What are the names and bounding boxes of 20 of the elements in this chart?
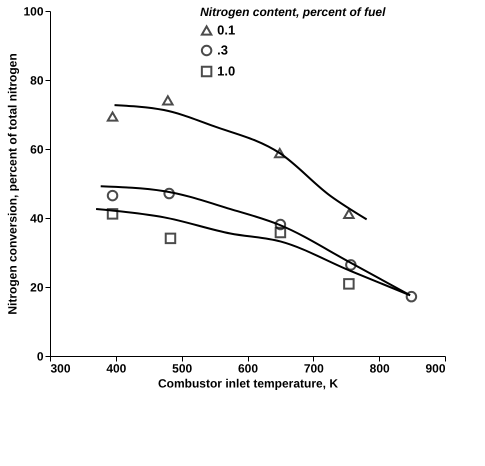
legend-label: .3 [217,42,228,58]
x-tick-label: 500 [172,362,192,376]
legend-label: 0.1 [217,22,236,38]
y-axis-title: Nitrogen conversion, percent of total nitrogen [5,53,20,315]
y-tick-label: 60 [30,142,44,156]
x-tick-label: 900 [425,362,446,376]
x-tick-label: 300 [50,362,71,376]
y-tick-label: 100 [23,4,44,18]
line-series [114,104,368,220]
x-tick-label: 600 [238,362,258,376]
y-tick-label: 0 [36,350,44,364]
x-tick-label: 700 [304,362,324,376]
legend-label: 1.0 [217,64,236,78]
x-tick-label: 400 [106,362,127,376]
legend-title: Nitrogen content, percent of fuel [200,5,386,19]
y-tick-label: 40 [30,212,44,226]
y-tick-label: 20 [30,280,44,294]
y-tick-label: 80 [30,74,44,88]
x-axis-title: Combustor inlet temperature, K [158,376,338,390]
x-tick-label: 800 [370,362,390,376]
